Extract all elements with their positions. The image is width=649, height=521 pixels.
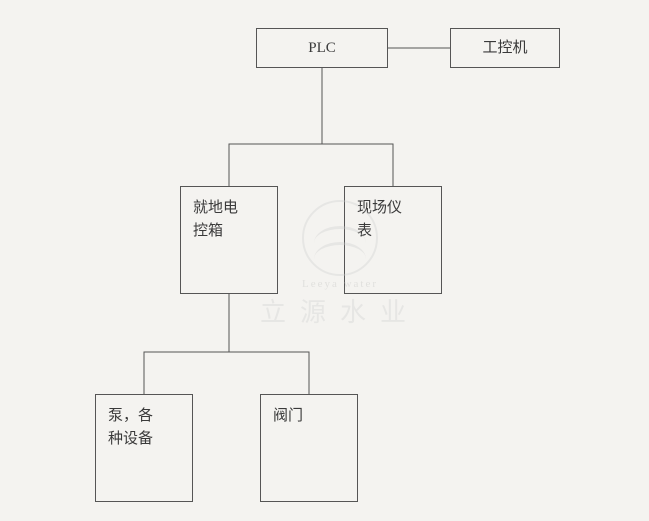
edge <box>322 144 393 186</box>
node-valve-label: 阀门 <box>273 405 303 428</box>
node-plc-label: PLC <box>308 37 336 60</box>
node-ipc-label: 工控机 <box>482 37 527 60</box>
node-localbox-label: 就地电 控箱 <box>193 197 238 242</box>
node-localbox: 就地电 控箱 <box>180 186 278 294</box>
node-fieldinst-label: 现场仪 表 <box>357 197 402 242</box>
node-fieldinst: 现场仪 表 <box>344 186 442 294</box>
edge <box>229 352 309 394</box>
edge <box>229 144 322 186</box>
node-ipc: 工控机 <box>450 28 560 68</box>
node-pump: 泵，各 种设备 <box>95 394 193 502</box>
edge <box>144 352 229 394</box>
node-plc: PLC <box>256 28 388 68</box>
node-pump-label: 泵，各 种设备 <box>108 405 153 450</box>
node-valve: 阀门 <box>260 394 358 502</box>
